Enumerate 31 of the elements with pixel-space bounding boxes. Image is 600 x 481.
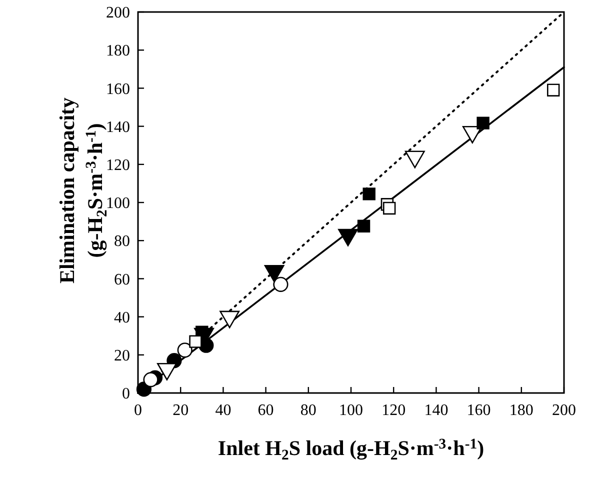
point — [357, 220, 370, 232]
y-tick-label: 60 — [114, 271, 130, 288]
x-tick-label: 160 — [466, 402, 491, 419]
x-tick-label: 140 — [424, 402, 448, 419]
point — [547, 84, 560, 96]
y-tick-label: 200 — [106, 4, 130, 22]
y-tick-label: 0 — [122, 386, 130, 403]
x-tick-label: 120 — [382, 402, 406, 419]
y-tick-label: 180 — [106, 42, 130, 60]
x-tick-label: 180 — [509, 402, 534, 419]
x-tick-label: 20 — [172, 402, 189, 419]
point — [177, 342, 192, 358]
y-tick-label: 20 — [114, 348, 130, 364]
x-tick-label: 80 — [300, 402, 316, 419]
text: Inlet H$_{2}$S load (g-H$_{2}$S·m$^{-3}$·h$^{-1}$) — [218, 436, 484, 464]
y-tick-label: 40 — [114, 309, 130, 326]
x-tick-label: 60 — [258, 402, 274, 419]
point — [362, 188, 376, 200]
y-tick-label: 160 — [106, 80, 130, 98]
x-tick-label: 100 — [339, 402, 363, 419]
y-tick-label: 120 — [106, 157, 130, 174]
x-tick-label: 0 — [134, 402, 142, 419]
point — [143, 372, 158, 388]
point — [382, 202, 396, 215]
x-tick-label: 200 — [552, 402, 576, 419]
point — [476, 116, 490, 130]
y-tick-label: 80 — [114, 233, 130, 250]
point — [189, 335, 202, 348]
y-tick-label: 140 — [106, 118, 130, 136]
point — [273, 276, 288, 292]
x-tick-label: 40 — [215, 402, 232, 419]
